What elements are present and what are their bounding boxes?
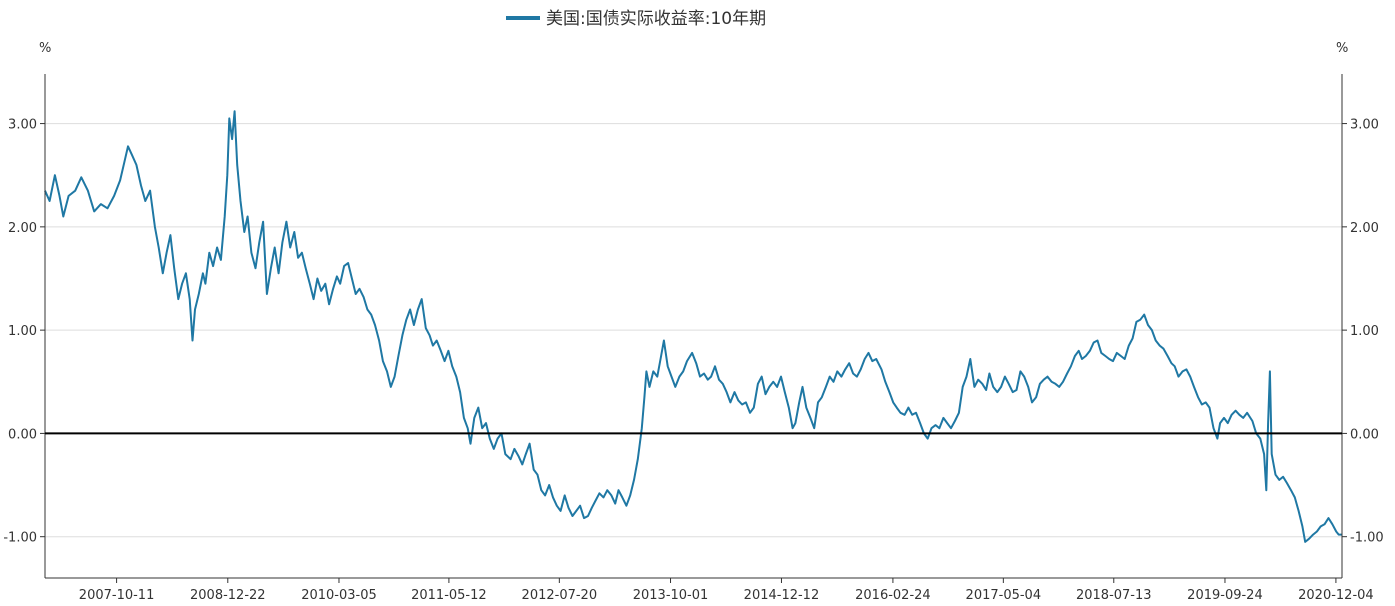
y-axis-left-tick-label: 3.00 (8, 118, 37, 133)
x-axis-tick-label: 2016-02-24 (855, 588, 931, 603)
x-axis-tick-label: 2011-05-12 (411, 588, 487, 603)
y-axis-left-tick-label: 2.00 (8, 221, 37, 236)
x-axis-tick-label: 2020-12-04 (1298, 588, 1374, 603)
x-axis-tick-label: 2013-10-01 (633, 588, 709, 603)
x-axis-labels: 2007-10-11 2008-12-22 2010-03-05 2011-05-12… (79, 588, 1374, 603)
y-axis-left-tick-label: 1.00 (8, 324, 37, 339)
y-axis-left-labels: -1.00 0.00 1.00 2.00 3.00 (3, 118, 37, 546)
legend[interactable]: 美国:国债实际收益率:10年期 (506, 9, 766, 29)
series-layer (44, 110, 1342, 543)
x-axis-tick-label: 2019-09-24 (1187, 588, 1263, 603)
legend-label: 美国:国债实际收益率:10年期 (546, 9, 766, 29)
y-axis-right-tick-label: 2.00 (1350, 221, 1379, 236)
y-axis-right-tick-label: 3.00 (1350, 118, 1379, 133)
y-axis-right-tick-label: -1.00 (1350, 531, 1384, 546)
y-axis-right-tick-label: 1.00 (1350, 324, 1379, 339)
x-axis-tick-label: 2008-12-22 (190, 588, 266, 603)
series-line (44, 110, 1342, 543)
y-axis-right-tick-label: 0.00 (1350, 427, 1379, 442)
axes (40, 74, 1347, 583)
y-axis-left-tick-label: 0.00 (8, 427, 37, 442)
x-axis-tick-label: 2012-07-20 (522, 588, 598, 603)
x-axis-tick-label: 2007-10-11 (79, 588, 155, 603)
y-axis-right-unit: % (1336, 41, 1348, 56)
x-axis-tick-label: 2017-05-04 (966, 588, 1042, 603)
x-axis-tick-label: 2014-12-12 (744, 588, 820, 603)
x-axis-tick-label: 2018-07-13 (1076, 588, 1152, 603)
x-axis-tick-label: 2010-03-05 (301, 588, 377, 603)
y-axis-right-labels: -1.00 0.00 1.00 2.00 3.00 (1350, 118, 1384, 546)
y-axis-left-unit: % (39, 41, 51, 56)
y-axis-left-tick-label: -1.00 (3, 531, 37, 546)
